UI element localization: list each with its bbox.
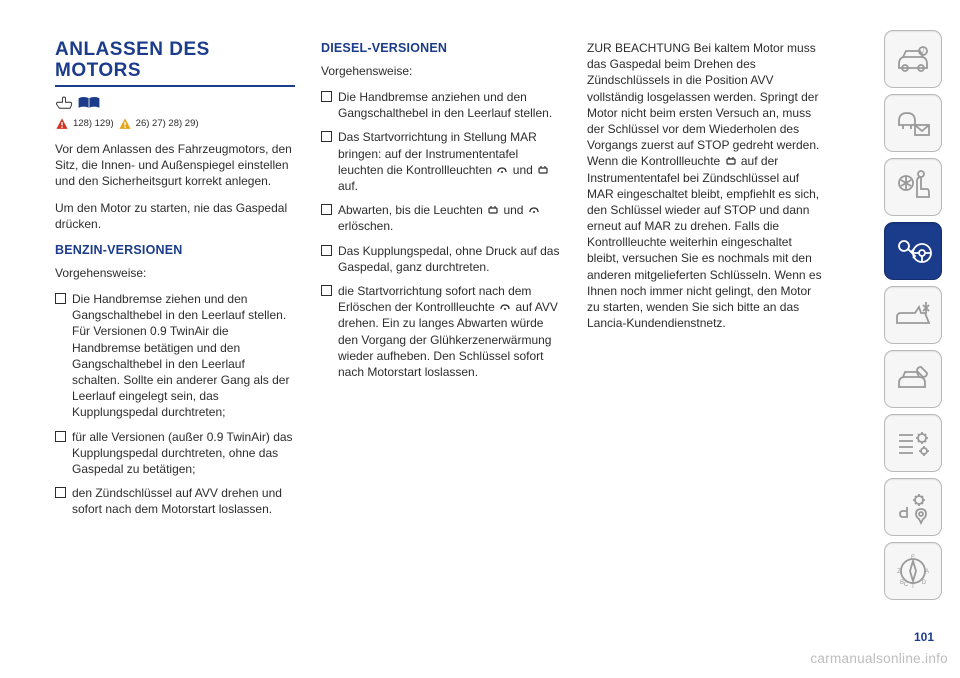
caution-ref-text: 26) 27) 28) 29) <box>136 118 199 131</box>
step-3-text: den Zündschlüssel auf AVV drehen und sof… <box>72 485 295 517</box>
warning-refs: 128) 129) 26) 27) 28) 29) <box>55 117 295 131</box>
engine-icon <box>537 164 549 176</box>
step-d5-text: die Startvorrichtung sofort nach dem Erl… <box>338 283 561 380</box>
tile-service[interactable] <box>884 350 942 408</box>
intro-text-1: Vor dem Anlassen des Fahrzeugmotors, den… <box>55 141 295 190</box>
column-1: ANLASSEN DES MOTORS 128) 12 <box>55 40 295 525</box>
glowplug-icon <box>499 301 511 313</box>
bullet-box-icon <box>55 293 66 304</box>
step-d1-text: Die Handbremse anziehen und den Gangscha… <box>338 89 561 121</box>
reference-icons <box>55 95 295 111</box>
step-1-text: Die Handbremse ziehen und den Gangschalt… <box>72 291 295 421</box>
step-d3-a: Abwarten, bis die Leuchten <box>338 203 486 217</box>
step-d3-text: Abwarten, bis die Leuchten und erlöschen… <box>338 202 561 234</box>
tile-compass[interactable]: EATZ DBC <box>884 542 942 600</box>
bullet-box-icon <box>321 91 332 102</box>
subhead-benzin: BENZIN-VERSIONEN <box>55 242 295 259</box>
step-d4: Das Kupplungspedal, ohne Druck auf das G… <box>321 243 561 275</box>
tile-airbag-seat[interactable] <box>884 158 942 216</box>
step-3: den Zündschlüssel auf AVV drehen und sof… <box>55 485 295 517</box>
engine-icon <box>725 155 737 167</box>
step-d5: die Startvorrichtung sofort nach dem Erl… <box>321 283 561 380</box>
columns: ANLASSEN DES MOTORS 128) 12 <box>55 40 835 525</box>
notice-text: ZUR BEACHTUNG Bei kaltem Motor muss das … <box>587 40 827 331</box>
bullet-box-icon <box>321 285 332 296</box>
step-d3: Abwarten, bis die Leuchten und erlöschen… <box>321 202 561 234</box>
procedure-label: Vorgehensweise: <box>55 265 295 281</box>
step-d3-b: und <box>503 203 526 217</box>
tile-key-wheel[interactable] <box>884 222 942 280</box>
svg-text:E: E <box>911 555 915 561</box>
notice-text-a: ZUR BEACHTUNG Bei kaltem Motor muss das … <box>587 41 819 168</box>
bullet-box-icon <box>321 245 332 256</box>
page-number: 101 <box>914 630 934 644</box>
step-d1: Die Handbremse anziehen und den Gangscha… <box>321 89 561 121</box>
manual-page: ANLASSEN DES MOTORS 128) 12 <box>0 0 960 678</box>
column-3: ZUR BEACHTUNG Bei kaltem Motor muss das … <box>587 40 827 525</box>
step-d2-c: auf. <box>338 179 358 193</box>
step-d2: Das Startvorrichtung in Stellung MAR bri… <box>321 129 561 194</box>
notice-text-b: auf der Instrumententafel bei Zündschlüs… <box>587 154 822 330</box>
section-headline: ANLASSEN DES MOTORS <box>55 40 295 81</box>
step-d4-text: Das Kupplungspedal, ohne Druck auf das G… <box>338 243 561 275</box>
svg-text:T: T <box>911 584 915 590</box>
svg-text:A: A <box>925 569 929 575</box>
svg-text:D: D <box>922 580 927 586</box>
bullet-box-icon <box>55 431 66 442</box>
svg-text:i: i <box>922 47 924 56</box>
tile-media-pin[interactable] <box>884 478 942 536</box>
engine-icon <box>487 204 499 216</box>
bullet-box-icon <box>55 487 66 498</box>
headline-line-2: MOTORS <box>55 60 141 81</box>
intro-text-2: Um den Motor zu starten, nie das Gaspeda… <box>55 200 295 232</box>
procedure-label-2: Vorgehensweise: <box>321 63 561 79</box>
warning-triangle-icon <box>55 117 69 131</box>
watermark: carmanualsonline.info <box>810 651 948 666</box>
step-d2-b: und <box>513 163 536 177</box>
step-d3-c: erlöschen. <box>338 219 393 233</box>
tile-settings[interactable] <box>884 414 942 472</box>
step-2-text: für alle Versionen (außer 0.9 TwinAir) d… <box>72 429 295 478</box>
tile-lamp-mail[interactable] <box>884 94 942 152</box>
step-d2-text: Das Startvorrichtung in Stellung MAR bri… <box>338 129 561 194</box>
bullet-box-icon <box>321 131 332 142</box>
book-icon <box>77 95 101 111</box>
caution-triangle-icon <box>118 117 132 131</box>
headline-line-1: ANLASSEN DES <box>55 39 210 60</box>
step-1: Die Handbremse ziehen und den Gangschalt… <box>55 291 295 421</box>
bullet-box-icon <box>321 204 332 215</box>
svg-text:Z: Z <box>897 569 901 575</box>
column-2: DIESEL-VERSIONEN Vorgehensweise: Die Han… <box>321 40 561 525</box>
warn-ref-text: 128) 129) <box>73 118 114 131</box>
tile-collision[interactable] <box>884 286 942 344</box>
chapter-sidebar: i EATZ DBC <box>884 30 942 600</box>
tile-car-info[interactable]: i <box>884 30 942 88</box>
headline-rule <box>55 85 295 87</box>
svg-text:C: C <box>904 582 909 588</box>
step-2: für alle Versionen (außer 0.9 TwinAir) d… <box>55 429 295 478</box>
glowplug-icon <box>528 204 540 216</box>
subhead-diesel: DIESEL-VERSIONEN <box>321 40 561 57</box>
hand-icon <box>55 96 73 110</box>
glowplug-icon <box>496 164 508 176</box>
